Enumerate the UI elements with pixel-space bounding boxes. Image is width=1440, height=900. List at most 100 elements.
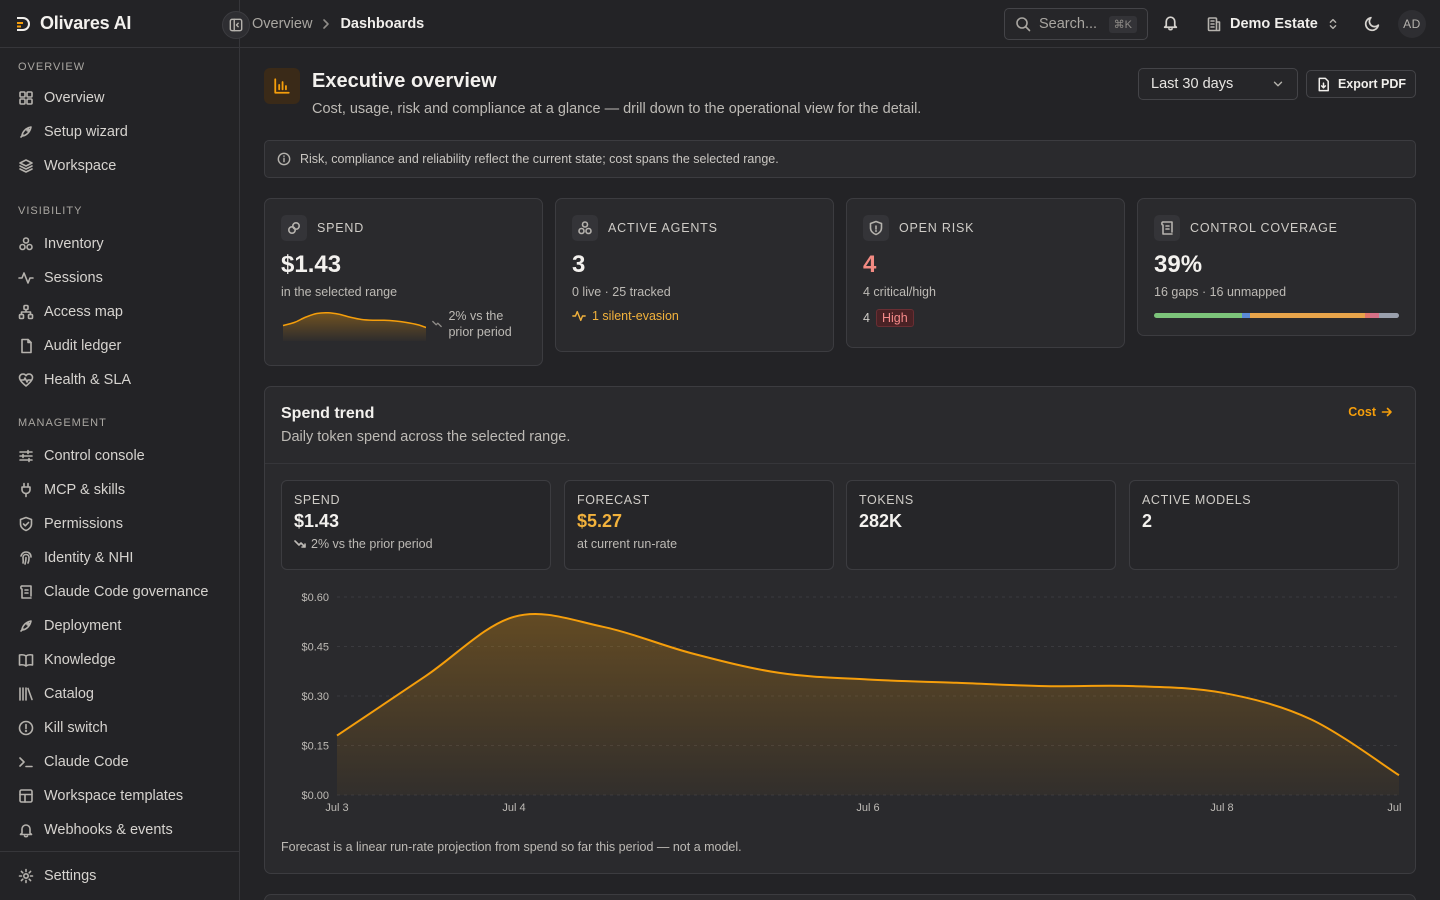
search-input[interactable]: Search... ⌘K xyxy=(1004,8,1148,40)
series-line xyxy=(336,613,1400,777)
kpi-label: ACTIVE AGENTS xyxy=(608,221,718,235)
data-point xyxy=(602,626,603,627)
app-name: Olivares AI xyxy=(40,13,132,33)
sidebar-item-label: Deployment xyxy=(44,618,122,634)
sidebar-item-label: Permissions xyxy=(44,516,123,532)
terminal-icon xyxy=(19,757,33,768)
date-range-select[interactable]: Last 30 days xyxy=(1138,68,1298,100)
cost-link[interactable]: Cost xyxy=(1348,405,1393,419)
sidebar-item-kill-switch[interactable]: Kill switch xyxy=(0,711,240,745)
sidebar-item-knowledge[interactable]: Knowledge xyxy=(0,643,240,677)
data-point xyxy=(1310,719,1311,720)
search-icon xyxy=(1016,17,1031,32)
sidebar-item-sessions[interactable]: Sessions xyxy=(0,261,240,295)
sidebar-item-permissions[interactable]: Permissions xyxy=(0,507,240,541)
breadcrumb-dashboards: Dashboards xyxy=(340,16,425,32)
sidebar-item-webhooks-events[interactable]: Webhooks & events xyxy=(0,813,240,847)
sidebar-item-deployment[interactable]: Deployment xyxy=(0,609,240,643)
sidebar-item-setup-wizard[interactable]: Setup wizard xyxy=(0,115,240,149)
boxes-icon xyxy=(572,215,598,241)
nav-section-visibility: VISIBILITY Inventory Sessions Access map… xyxy=(0,201,240,397)
kpi-card-active-agents[interactable]: ACTIVE AGENTS 3 0 live · 25 tracked 1 si… xyxy=(555,198,834,352)
sidebar-item-identity-nhi[interactable]: Identity & NHI xyxy=(0,541,240,575)
nav-section-management: MANAGEMENT Control console MCP & skills … xyxy=(0,413,240,847)
stat-label: ACTIVE MODELS xyxy=(1142,493,1252,507)
kpi-card-spend[interactable]: SPEND $1.43 in the selected range 2% vs … xyxy=(264,198,543,366)
theme-toggle-button[interactable] xyxy=(1364,15,1381,32)
data-point xyxy=(691,653,692,654)
chevron-down-icon xyxy=(1273,81,1283,87)
link-icon xyxy=(281,215,307,241)
coverage-segment xyxy=(1242,313,1250,318)
sidebar-item-label: Overview xyxy=(44,90,105,106)
severity-badge[interactable]: High xyxy=(875,309,914,327)
kpi-card-control-coverage[interactable]: CONTROL COVERAGE 39% 16 gaps · 16 unmapp… xyxy=(1137,198,1416,336)
sidebar-item-label: Settings xyxy=(44,868,97,884)
export-pdf-button[interactable]: Export PDF xyxy=(1306,70,1416,98)
kpi-value: 4 xyxy=(863,251,877,278)
rocket-icon xyxy=(20,620,32,632)
sidebar-item-access-map[interactable]: Access map xyxy=(0,295,240,329)
nav-section-overview: OVERVIEW Overview Setup wizard Workspace xyxy=(0,57,240,183)
notifications-button[interactable] xyxy=(1162,14,1179,31)
topbar: Overview Dashboards Search... ⌘K Demo Es… xyxy=(222,0,1440,48)
template-icon xyxy=(19,789,33,803)
sidebar-item-workspace[interactable]: Workspace xyxy=(0,149,240,183)
nav-heading: VISIBILITY xyxy=(18,205,83,217)
date-range-value: Last 30 days xyxy=(1151,76,1234,92)
avatar[interactable]: AD xyxy=(1398,10,1426,38)
bell-icon xyxy=(1163,16,1178,31)
trend-down-icon xyxy=(294,540,306,548)
brand[interactable]: Olivares AI xyxy=(0,0,240,48)
activity-icon xyxy=(18,272,34,284)
kpi-sub: 16 gaps · 16 unmapped xyxy=(1154,285,1287,299)
sidebar-item-catalog[interactable]: Catalog xyxy=(0,677,240,711)
sidebar-item-workspace-templates[interactable]: Workspace templates xyxy=(0,779,240,813)
data-point xyxy=(779,672,780,673)
data-point xyxy=(1045,686,1046,687)
sidebar-item-settings[interactable]: Settings xyxy=(0,852,240,900)
sidebar-item-health-sla[interactable]: Health & SLA xyxy=(0,363,240,397)
y-tick-label: $0.15 xyxy=(301,741,329,753)
stat-value: 282K xyxy=(859,511,903,531)
breadcrumb: Overview Dashboards xyxy=(252,0,424,48)
sliders-icon xyxy=(19,449,33,463)
coverage-segment xyxy=(1379,313,1399,318)
search-shortcut: ⌘K xyxy=(1108,15,1137,33)
export-pdf-label: Export PDF xyxy=(1337,77,1407,91)
sidebar-item-overview[interactable]: Overview xyxy=(0,81,240,115)
y-tick-label: $0.30 xyxy=(301,691,329,703)
arrow-right-icon xyxy=(1381,407,1392,417)
silent-evasion-count[interactable]: 1 silent-evasion xyxy=(592,309,679,323)
nav-heading: MANAGEMENT xyxy=(18,417,107,429)
y-tick-label: $0.60 xyxy=(301,592,329,604)
x-tick-label: Jul 8 xyxy=(1210,802,1233,814)
kpi-value: 3 xyxy=(572,251,586,278)
kpi-card-open-risk[interactable]: OPEN RISK 4 4 critical/high 4 High xyxy=(846,198,1125,348)
sidebar-item-claude-code[interactable]: Claude Code xyxy=(0,745,240,779)
sidebar-item-inventory[interactable]: Inventory xyxy=(0,227,240,261)
sidebar-toggle-button[interactable] xyxy=(222,11,250,39)
data-point xyxy=(337,735,338,736)
breadcrumb-overview[interactable]: Overview xyxy=(252,16,313,32)
sidebar-item-label: Access map xyxy=(44,304,123,320)
nav-heading: OVERVIEW xyxy=(18,61,86,73)
scroll-icon xyxy=(20,585,32,599)
sidebar-item-control-console[interactable]: Control console xyxy=(0,439,240,473)
chevron-right-icon xyxy=(323,19,330,29)
data-point xyxy=(1399,775,1400,776)
shield-check-icon xyxy=(19,516,33,532)
sidebar-item-mcp-skills[interactable]: MCP & skills xyxy=(0,473,240,507)
org-switcher[interactable]: Demo Estate xyxy=(1206,0,1340,48)
stat-label: TOKENS xyxy=(859,493,914,507)
data-point xyxy=(514,616,515,617)
file-icon xyxy=(21,338,32,354)
file-download-icon xyxy=(1318,77,1329,91)
info-notice: Risk, compliance and reliability reflect… xyxy=(264,140,1416,178)
cost-link-label: Cost xyxy=(1348,405,1376,419)
sidebar-item-audit-ledger[interactable]: Audit ledger xyxy=(0,329,240,363)
sidebar-item-claude-code-governance[interactable]: Claude Code governance xyxy=(0,575,240,609)
data-point xyxy=(1133,686,1134,687)
activity-icon xyxy=(572,310,586,322)
x-tick-label: Jul 4 xyxy=(502,802,525,814)
